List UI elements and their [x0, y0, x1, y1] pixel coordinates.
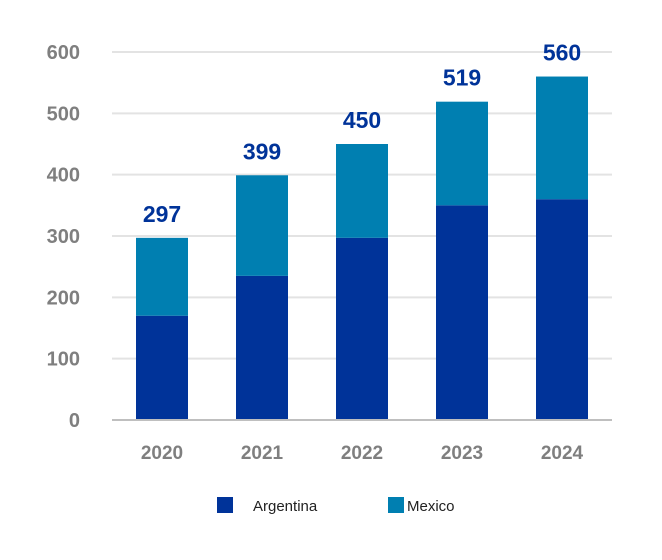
bar-mexico-2021: [236, 175, 288, 276]
y-tick-label: 500: [47, 103, 80, 125]
y-tick-label: 300: [47, 226, 80, 248]
bar-argentina-2022: [336, 237, 388, 420]
total-label: 399: [243, 138, 281, 164]
x-tick-label: 2021: [241, 443, 284, 464]
bar-argentina-2021: [236, 275, 288, 420]
total-label: 297: [143, 201, 181, 227]
legend-label-argentina: Argentina: [253, 498, 318, 515]
y-tick-label: 0: [69, 410, 80, 432]
total-label: 450: [343, 107, 381, 133]
y-tick-label: 400: [47, 165, 80, 187]
bar-mexico-2023: [436, 101, 488, 206]
total-label: 519: [443, 65, 481, 91]
bar-argentina-2023: [436, 205, 488, 420]
legend-swatch-mexico: [388, 497, 404, 513]
x-tick-label: 2020: [141, 443, 183, 464]
x-tick-label: 2022: [341, 443, 383, 464]
bar-mexico-2022: [336, 144, 388, 238]
legend-swatch-argentina: [217, 497, 233, 513]
x-tick-label: 2024: [541, 443, 584, 464]
total-label: 560: [543, 40, 581, 66]
bar-mexico-2024: [536, 76, 588, 200]
y-tick-label: 100: [47, 349, 80, 371]
y-tick-label: 600: [47, 42, 80, 64]
y-tick-label: 200: [47, 287, 80, 309]
bar-argentina-2024: [536, 199, 588, 420]
x-tick-label: 2023: [441, 443, 483, 464]
bar-mexico-2020: [136, 237, 188, 316]
bar-argentina-2020: [136, 315, 188, 420]
legend-label-mexico: Mexico: [407, 498, 455, 515]
